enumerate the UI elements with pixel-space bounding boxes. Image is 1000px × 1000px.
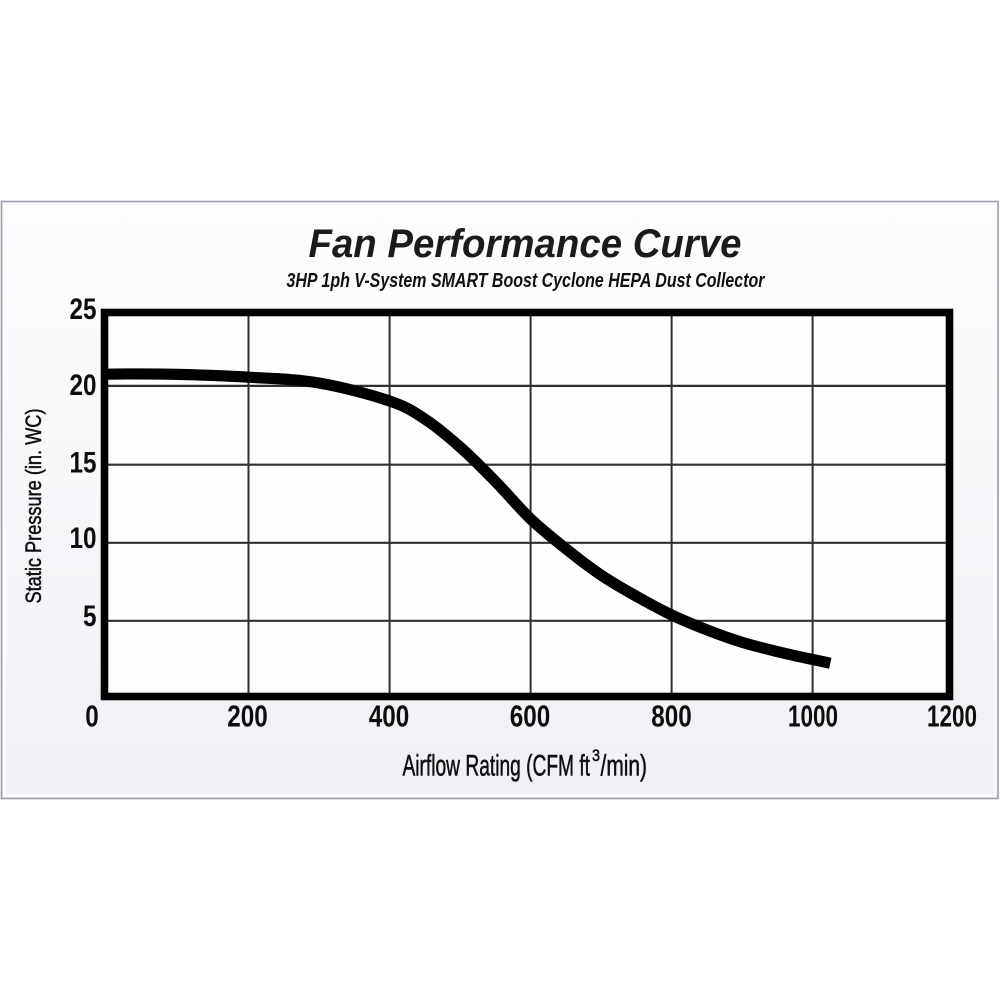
svg-text:800: 800: [651, 699, 692, 734]
svg-text:400: 400: [369, 699, 410, 734]
svg-text:5: 5: [83, 600, 97, 633]
svg-text:600: 600: [510, 699, 551, 734]
svg-text:/min): /min): [601, 750, 648, 783]
svg-text:0: 0: [85, 699, 99, 734]
svg-text:Fan Performance Curve: Fan Performance Curve: [309, 222, 742, 266]
svg-text:15: 15: [70, 446, 97, 479]
svg-text:Static Pressure (in. WC): Static Pressure (in. WC): [21, 409, 46, 604]
svg-text:3HP 1ph V-System SMART Boost C: 3HP 1ph V-System SMART Boost Cyclone HEP…: [287, 269, 766, 292]
svg-text:25: 25: [70, 293, 97, 326]
svg-text:1200: 1200: [927, 699, 977, 734]
svg-text:20: 20: [70, 369, 97, 402]
svg-text:1000: 1000: [788, 699, 838, 734]
svg-text:3: 3: [592, 746, 600, 765]
svg-text:200: 200: [227, 699, 268, 734]
svg-text:10: 10: [70, 522, 97, 555]
svg-text:Airflow Rating (CFM ft: Airflow Rating (CFM ft: [403, 750, 591, 783]
